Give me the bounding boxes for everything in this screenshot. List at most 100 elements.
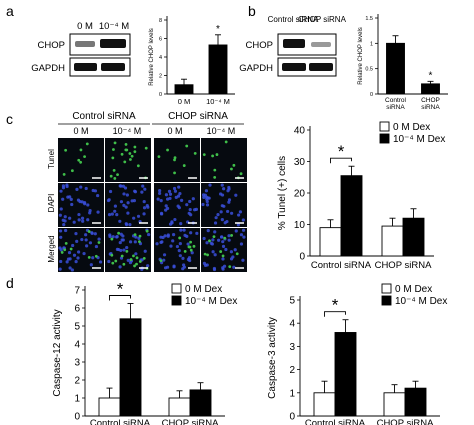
significance-star: * [117, 280, 124, 299]
panel-b-blot: Control siRNA CHOP siRNA CHOP GAPDH [239, 15, 347, 77]
tunel-positive-cell [117, 231, 120, 235]
dapi-nucleus [214, 216, 218, 220]
blot-a-lane-label: 0 M [77, 21, 93, 32]
y-tick-label: 0 [159, 92, 162, 98]
dapi-nucleus [229, 257, 234, 261]
dapi-nucleus [188, 199, 192, 204]
tunel-positive-cell [113, 141, 117, 145]
dapi-nucleus [188, 207, 192, 212]
dapi-nucleus [209, 241, 213, 245]
tunel-positive-cell [111, 261, 115, 265]
legend-label: 10⁻⁴ M Dex [395, 296, 447, 307]
dapi-nucleus [96, 210, 100, 214]
dapi-nucleus [59, 235, 63, 239]
tunel-positive-cell [173, 158, 176, 162]
dapi-nucleus [227, 234, 231, 238]
tunel-positive-cell [130, 154, 134, 158]
bar [119, 318, 142, 417]
dapi-nucleus [118, 219, 122, 223]
dapi-nucleus [76, 256, 80, 260]
dapi-nucleus [125, 193, 129, 197]
dapi-nucleus [68, 216, 72, 220]
dapi-nucleus [172, 265, 176, 269]
dapi-nucleus [93, 232, 97, 236]
blot-a-row-label: GAPDH [31, 63, 65, 74]
significance-bracket [324, 311, 346, 317]
significance-star: * [429, 70, 433, 81]
tunel-positive-cell [203, 252, 207, 256]
blot-b-gapdh-membrane [277, 57, 337, 77]
tunel-positive-cell [132, 254, 135, 258]
panel-c-micrographs: Control siRNA CHOP siRNA 0 M 10⁻⁴ M 0 M … [47, 111, 247, 272]
tunel-positive-cell [122, 262, 126, 266]
dapi-nucleus [136, 214, 141, 218]
dapi-nucleus [181, 256, 185, 260]
x-tick-label: CHOP siRNA [162, 418, 219, 425]
y-tick-label: 8 [159, 18, 162, 24]
dapi-nucleus [86, 218, 90, 222]
tunel-positive-cell [213, 175, 217, 179]
dapi-nucleus [242, 235, 246, 239]
blot-a-chop-band [100, 39, 126, 48]
dapi-nucleus [115, 212, 119, 217]
significance-bracket [109, 295, 131, 301]
y-tick-label: 30 [294, 157, 306, 168]
micrograph-column-label: 0 M [73, 126, 88, 136]
tunel-positive-cell [230, 167, 233, 171]
dapi-nucleus [142, 206, 147, 210]
y-tick-label: 6 [74, 304, 80, 315]
dapi-nucleus [143, 187, 147, 191]
x-tick-label: CHOP siRNA [377, 418, 434, 425]
panel-d-letter: d [6, 275, 14, 291]
y-tick-label: 1.5 [365, 16, 373, 22]
legend-swatch [379, 121, 390, 132]
dapi-nucleus [161, 235, 165, 240]
micrograph [105, 183, 151, 227]
dapi-nucleus [222, 264, 227, 268]
dapi-nucleus [133, 240, 137, 244]
dapi-nucleus [122, 248, 126, 252]
dapi-nucleus [122, 203, 126, 207]
dapi-nucleus [122, 192, 126, 196]
tunel-positive-cell [87, 255, 91, 259]
y-tick-label: 3 [74, 358, 80, 369]
tunel-positive-cell [62, 172, 66, 176]
dapi-nucleus [125, 223, 129, 227]
dapi-nucleus [239, 233, 244, 237]
dapi-nucleus [219, 235, 224, 239]
dapi-nucleus [89, 263, 93, 267]
dapi-nucleus [123, 186, 128, 190]
dapi-nucleus [65, 260, 69, 264]
dapi-nucleus [147, 232, 151, 237]
dapi-nucleus [168, 192, 173, 196]
tunel-positive-cell [79, 148, 83, 152]
dapi-nucleus [146, 264, 150, 268]
dapi-nucleus [77, 250, 81, 254]
bar [208, 44, 228, 95]
y-tick-label: 20 [294, 189, 306, 200]
tunel-positive-cell [133, 264, 136, 268]
tunel-positive-cell [144, 146, 148, 150]
dapi-nucleus [66, 195, 70, 199]
dapi-nucleus [98, 260, 103, 264]
tunel-positive-cell [235, 252, 239, 256]
dapi-nucleus [58, 267, 62, 271]
dapi-nucleus [182, 265, 187, 269]
y-tick-label: 4 [159, 55, 162, 61]
tunel-positive-cell [189, 240, 192, 244]
micrograph-row-label: Tunel [47, 149, 56, 169]
y-tick-label: 2 [159, 73, 162, 79]
tunel-positive-cell [206, 253, 209, 257]
dapi-nucleus [179, 221, 183, 226]
tunel-positive-cell [173, 156, 177, 160]
tunel-positive-cell [125, 148, 129, 152]
micrograph [154, 138, 200, 182]
dapi-nucleus [205, 203, 210, 207]
dapi-nucleus [169, 244, 173, 248]
y-tick-label: 2 [289, 365, 295, 376]
dapi-nucleus [171, 239, 175, 243]
dapi-nucleus [58, 229, 63, 233]
dapi-nucleus [221, 257, 225, 261]
dapi-nucleus [241, 218, 245, 222]
dapi-nucleus [162, 253, 167, 257]
